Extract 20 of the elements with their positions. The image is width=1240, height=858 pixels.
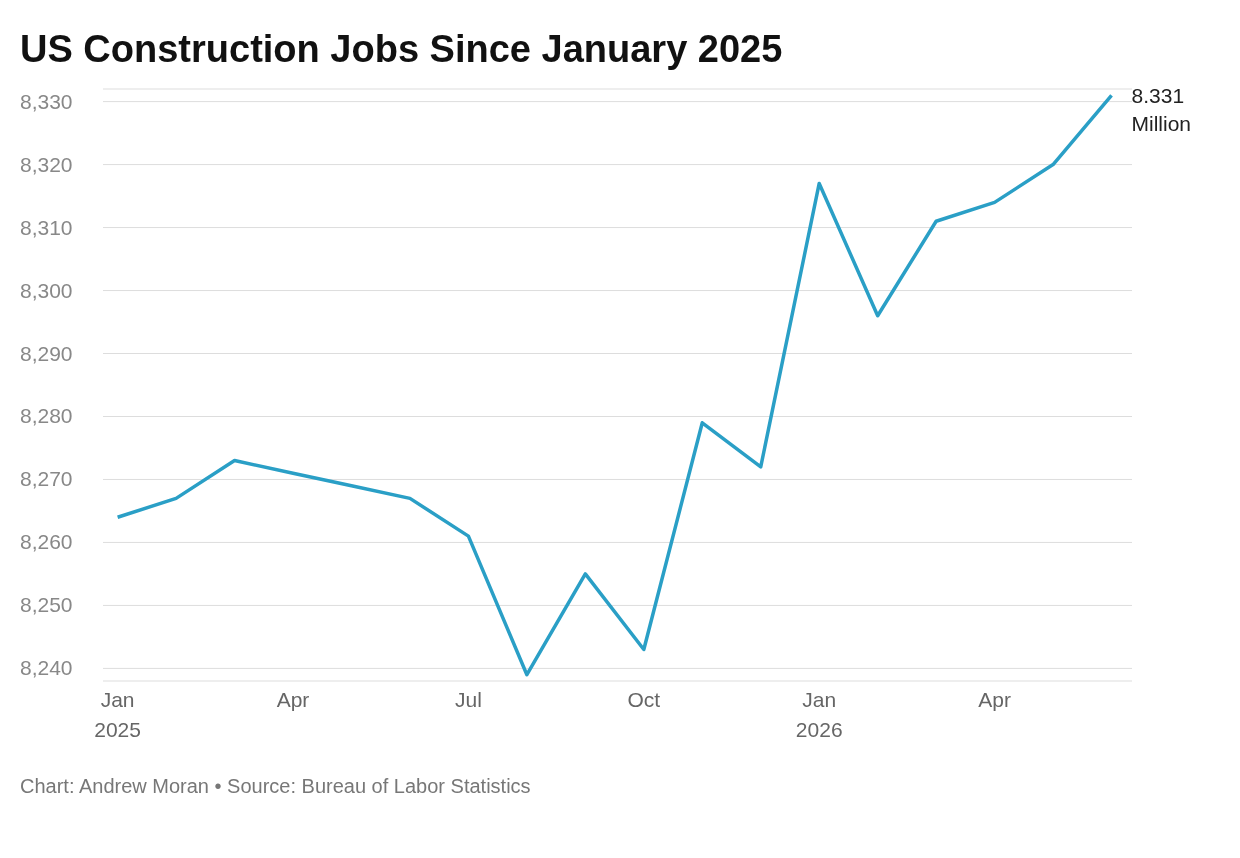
x-tick-label: Jan 2026	[795, 688, 843, 741]
x-tick-label: Jul	[454, 688, 482, 711]
y-tick-label: 8,310	[20, 215, 73, 239]
chart-title: US Construction Jobs Since January 2025	[19, 27, 784, 71]
y-tick-label: 8,240	[20, 656, 73, 680]
y-tick-label: 8,290	[20, 341, 73, 365]
y-tick-label: 8,330	[20, 89, 73, 113]
y-tick-label: 8,250	[20, 593, 73, 617]
y-tick-label: 8,280	[20, 404, 73, 428]
y-tick-label: 8,300	[20, 278, 73, 302]
y-tick-label: 8,320	[20, 152, 73, 176]
y-tick-label: 8,260	[20, 530, 73, 554]
x-tick-label: Apr	[276, 688, 310, 711]
x-tick-label: Oct	[627, 688, 661, 711]
line-series	[115, 93, 1114, 677]
x-tick-label: Apr	[978, 688, 1011, 711]
text: Chart: Andrew Moran • Source: Bureau of Labor Statistics	[19, 774, 532, 798]
annotation: 8.331 Million	[1131, 84, 1192, 136]
y-tick-label: 8,270	[20, 467, 73, 491]
x-tick-label: Jan 2025	[94, 688, 141, 741]
